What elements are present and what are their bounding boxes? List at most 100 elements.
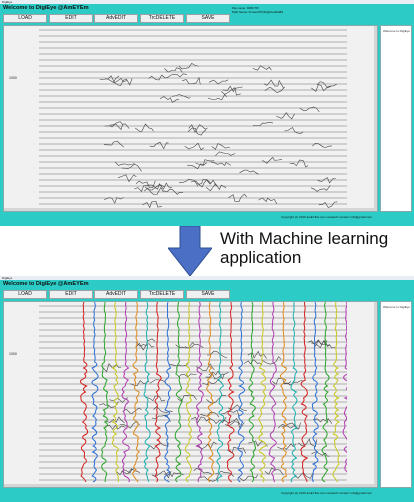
ink-wiggle — [278, 424, 298, 430]
ink-wiggle — [289, 159, 309, 168]
ink-wiggle — [283, 380, 303, 386]
advedit-button[interactable]: AdvEDIT — [94, 14, 138, 23]
ink-wiggle — [134, 184, 154, 192]
ink-wiggle — [252, 121, 274, 126]
ink-wiggle — [317, 177, 336, 184]
ink-wiggle — [163, 188, 184, 195]
ink-wiggle — [188, 124, 208, 133]
down-arrow-icon — [168, 226, 212, 276]
ink-wiggle — [178, 178, 199, 187]
digitized-trace — [300, 302, 309, 483]
file-path-text: Path Name: D:\seis\TIF\Digitized\0489 — [232, 10, 284, 14]
ink-wiggle — [143, 186, 164, 195]
digitized-trace — [226, 302, 235, 483]
ink-wiggle — [135, 180, 156, 188]
ink-wiggle — [191, 416, 211, 424]
ink-wiggle — [159, 96, 180, 103]
save-button[interactable]: SAVE — [186, 290, 230, 299]
seismogram-viewer[interactable]: 1000 — [3, 25, 378, 212]
ink-wiggle — [171, 94, 191, 99]
ink-wiggle — [264, 86, 285, 94]
side-panel-text: Welcome to DigiEye — [383, 29, 410, 33]
ink-wiggle — [307, 339, 328, 347]
side-panel: Welcome to DigiEye — [380, 25, 412, 212]
ink-wiggle — [182, 76, 201, 85]
copyright-text: Copyright (c) 2019 amEYEm.com research c… — [281, 215, 372, 219]
ink-wiggle — [196, 363, 215, 371]
ink-wiggle — [167, 73, 187, 78]
digitized-trace — [79, 302, 89, 483]
app-title: Welcome to DigiEye @AmEYEm — [3, 281, 89, 287]
ink-wiggle — [228, 193, 247, 202]
digitized-trace — [279, 302, 288, 483]
digitized-trace — [342, 302, 347, 473]
ink-wiggle — [113, 78, 133, 86]
ink-wiggle — [148, 74, 169, 81]
ink-wiggle — [262, 156, 283, 164]
ink-wiggle — [103, 140, 125, 148]
seismogram-viewer[interactable]: 1000 — [3, 301, 378, 488]
ink-wiggle — [151, 414, 171, 422]
ink-wiggle — [200, 411, 220, 418]
digitized-trace — [321, 302, 330, 483]
ink-wiggle — [311, 84, 331, 92]
ink-wiggle — [299, 106, 320, 112]
ink-wiggle — [228, 404, 247, 411]
ink-wiggle — [99, 75, 120, 83]
ink-wiggle — [122, 407, 142, 414]
seismogram-image-digitized — [39, 302, 347, 483]
digitized-trace — [154, 302, 162, 483]
ink-wiggle — [210, 161, 231, 166]
digitized-trace — [216, 302, 225, 483]
digitized-trace — [195, 302, 204, 483]
trcdelete-button[interactable]: TrcDELETE — [140, 14, 184, 23]
ink-wiggle — [262, 356, 282, 365]
digitized-trace — [290, 302, 298, 483]
app-title: Welcome to DigiEye @AmEYEm — [3, 5, 89, 11]
ink-wiggle — [248, 440, 268, 447]
ink-wiggle — [105, 416, 125, 424]
digitized-trace — [121, 302, 130, 483]
ink-wiggle — [135, 342, 155, 351]
edit-button[interactable]: EDIT — [49, 14, 93, 23]
ink-wiggle — [164, 471, 184, 478]
save-button[interactable]: SAVE — [186, 14, 230, 23]
ink-wiggle — [205, 183, 227, 192]
ink-wiggle — [310, 185, 331, 192]
edit-button[interactable]: EDIT — [49, 290, 93, 299]
vertical-scrollbar[interactable] — [374, 26, 377, 211]
ink-wiggle — [211, 143, 230, 150]
ink-wiggle — [187, 162, 207, 170]
advedit-button[interactable]: AdvEDIT — [94, 290, 138, 299]
ink-wiggle — [220, 409, 240, 418]
trcdelete-button[interactable]: TrcDELETE — [140, 290, 184, 299]
app-window-original: DigiEye Welcome to DigiEye @AmEYEm File … — [0, 0, 414, 226]
side-panel: Welcome to DigiEye — [380, 301, 412, 488]
horizontal-scrollbar[interactable] — [4, 484, 377, 487]
horizontal-scrollbar[interactable] — [4, 208, 377, 211]
ink-wiggle — [312, 418, 333, 424]
ink-wiggle — [152, 182, 172, 190]
file-info: File name: 0489.TIF Path Name: D:\seis\T… — [232, 6, 372, 14]
ink-wiggle — [221, 87, 241, 96]
digitized-trace — [111, 302, 119, 483]
load-button[interactable]: LOAD — [3, 14, 47, 23]
window-titlebar: DigiEye — [0, 276, 414, 280]
ink-wiggle — [178, 62, 199, 70]
ink-wiggle — [105, 424, 126, 430]
load-button[interactable]: LOAD — [3, 290, 47, 299]
ink-wiggle — [117, 174, 137, 183]
ink-wiggle — [195, 159, 215, 166]
digitized-trace — [101, 302, 109, 483]
digitized-trace — [332, 302, 340, 483]
ink-wiggle — [135, 338, 156, 347]
ink-wiggle — [263, 79, 284, 88]
ink-wiggle — [149, 442, 169, 450]
ink-wiggle — [318, 201, 338, 208]
ink-wiggle — [208, 79, 229, 85]
ink-wiggle — [243, 359, 263, 366]
ink-wiggle — [193, 468, 213, 475]
vertical-scrollbar[interactable] — [374, 302, 377, 487]
ink-wiggle — [239, 169, 259, 175]
ink-wiggle — [121, 163, 142, 172]
